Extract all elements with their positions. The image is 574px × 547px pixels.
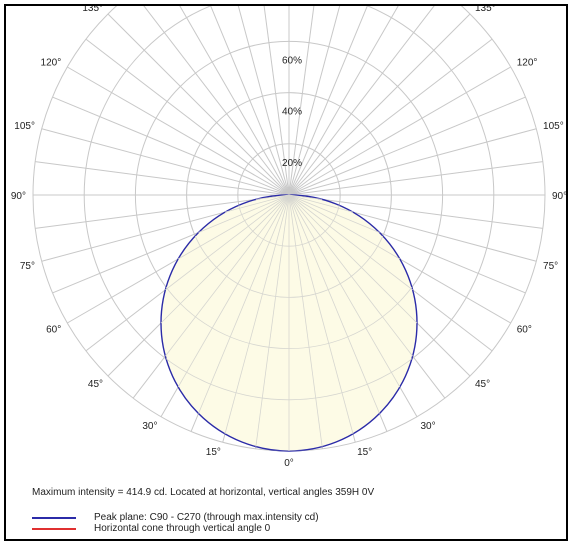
angle-label-left-105: 105° bbox=[14, 121, 35, 132]
legend-swatch-red bbox=[32, 528, 76, 530]
grid-spoke-right-157.5 bbox=[288, 6, 368, 196]
grid-spoke-right-135 bbox=[288, 13, 471, 196]
grid-spoke-right-97.5 bbox=[288, 161, 543, 196]
hub-ray-left-15 bbox=[224, 194, 290, 434]
angle-label-left-30: 30° bbox=[142, 421, 157, 432]
angle-label-right-30: 30° bbox=[421, 421, 436, 432]
grid-spoke-left-165 bbox=[237, 6, 290, 196]
hub-ray-left-52.5 bbox=[165, 194, 290, 291]
grid-spoke-left-172.5 bbox=[263, 6, 290, 196]
angle-label-left-60: 60° bbox=[46, 325, 61, 336]
angle-label-left-120: 120° bbox=[41, 58, 62, 69]
angle-label-left-75: 75° bbox=[20, 261, 35, 272]
radial-tick-label-60: 60% bbox=[282, 55, 302, 66]
angle-label-left-15: 15° bbox=[206, 447, 221, 458]
radial-tick-labels: 20% 40% 60% bbox=[282, 55, 302, 168]
grid-spoke-left-142.5 bbox=[143, 6, 290, 196]
hub-lines bbox=[160, 194, 418, 451]
hub-ray-right-15 bbox=[288, 194, 354, 434]
angle-label-left-90: 90° bbox=[11, 191, 26, 202]
hub-ray-left-22.5 bbox=[198, 194, 290, 414]
angle-label-right-45: 45° bbox=[475, 379, 490, 390]
hub-ray-right-82.5 bbox=[288, 194, 323, 200]
hub-ray-right-7.5 bbox=[288, 194, 323, 447]
angle-label-left-45: 45° bbox=[88, 379, 103, 390]
hub-ray-left-67.5 bbox=[198, 194, 290, 233]
grid-spoke-left-105 bbox=[41, 128, 290, 196]
angle-label-left-0: 0° bbox=[284, 458, 294, 469]
angle-label-right-75: 75° bbox=[543, 261, 558, 272]
max-intensity-note: Maximum intensity = 414.9 cd. Located at… bbox=[32, 487, 375, 498]
radial-tick-label-40: 40% bbox=[282, 107, 302, 118]
grid-spoke-left-150 bbox=[179, 6, 290, 196]
hub-ray-left-30 bbox=[177, 194, 290, 388]
polar-intensity-chart: 20% 40% 60% 0° 15° 15° 30° 30° 45° 45° 60° 60° 75° 7… bbox=[11, 6, 566, 469]
grid-spoke-left-82.5 bbox=[35, 194, 290, 229]
legend-label-horizontal-cone: Horizontal cone through vertical angle 0 bbox=[94, 523, 271, 534]
hub-ray-right-37.5 bbox=[288, 194, 413, 357]
legend-swatch-blue bbox=[32, 517, 76, 519]
hub-ray-left-37.5 bbox=[165, 194, 290, 357]
grid-spoke-left-112.5 bbox=[52, 96, 290, 196]
hub-ray-right-30 bbox=[288, 194, 401, 388]
legend-label-peak-plane: Peak plane: C90 - C270 (through max.inte… bbox=[94, 512, 319, 523]
hub-ray-left-60 bbox=[177, 194, 290, 260]
hub-ray-left-7.5 bbox=[255, 194, 290, 447]
grid-spoke-left-157.5 bbox=[210, 6, 290, 196]
hub-ray-left-75 bbox=[224, 194, 290, 213]
grid-spoke-right-172.5 bbox=[288, 6, 315, 196]
grid-spoke-right-82.5 bbox=[288, 194, 543, 229]
hub-ray-right-22.5 bbox=[288, 194, 380, 414]
angle-label-right-90: 90° bbox=[552, 191, 566, 202]
hub-ring-80 bbox=[161, 195, 417, 401]
angle-label-left-135: 135° bbox=[82, 6, 103, 14]
hub-ray-left-82.5 bbox=[255, 194, 290, 200]
angle-label-right-120: 120° bbox=[517, 58, 538, 69]
grid-spoke-right-150 bbox=[288, 6, 399, 196]
hub-ray-left-45 bbox=[160, 194, 290, 324]
angle-label-right-105: 105° bbox=[543, 121, 564, 132]
photometric-chart-frame: 20% 40% 60% 0° 15° 15° 30° 30° 45° 45° 60° 60° 75° 7… bbox=[4, 4, 568, 541]
hub-ray-right-45 bbox=[288, 194, 418, 324]
grid-spoke-left-127.5 bbox=[85, 38, 290, 196]
grid-spoke-left-135 bbox=[107, 13, 290, 196]
grid-spoke-right-142.5 bbox=[288, 6, 435, 196]
grid-spoke-right-165 bbox=[288, 6, 341, 196]
grid-spoke-right-127.5 bbox=[288, 38, 493, 196]
angle-tick-labels: 0° 15° 15° 30° 30° 45° 45° 60° 60° 75° 75° 90° 90° 10… bbox=[11, 6, 566, 469]
hub-ray-right-75 bbox=[288, 194, 354, 213]
hub-ray-right-67.5 bbox=[288, 194, 380, 233]
grid-spoke-right-112.5 bbox=[288, 96, 526, 196]
radial-tick-label-20: 20% bbox=[282, 158, 302, 169]
angle-label-right-60: 60° bbox=[517, 325, 532, 336]
grid-spoke-right-105 bbox=[288, 128, 537, 196]
grid-spoke-right-120 bbox=[288, 66, 511, 196]
grid-spoke-left-97.5 bbox=[35, 161, 290, 196]
hub-ring-60 bbox=[161, 195, 417, 350]
hub-ray-right-52.5 bbox=[288, 194, 413, 291]
hub-ray-right-60 bbox=[288, 194, 401, 260]
angle-label-right-135: 135° bbox=[475, 6, 496, 14]
hub-ring-40 bbox=[186, 195, 392, 298]
grid-spoke-left-120 bbox=[67, 66, 290, 196]
angle-label-right-15: 15° bbox=[357, 447, 372, 458]
